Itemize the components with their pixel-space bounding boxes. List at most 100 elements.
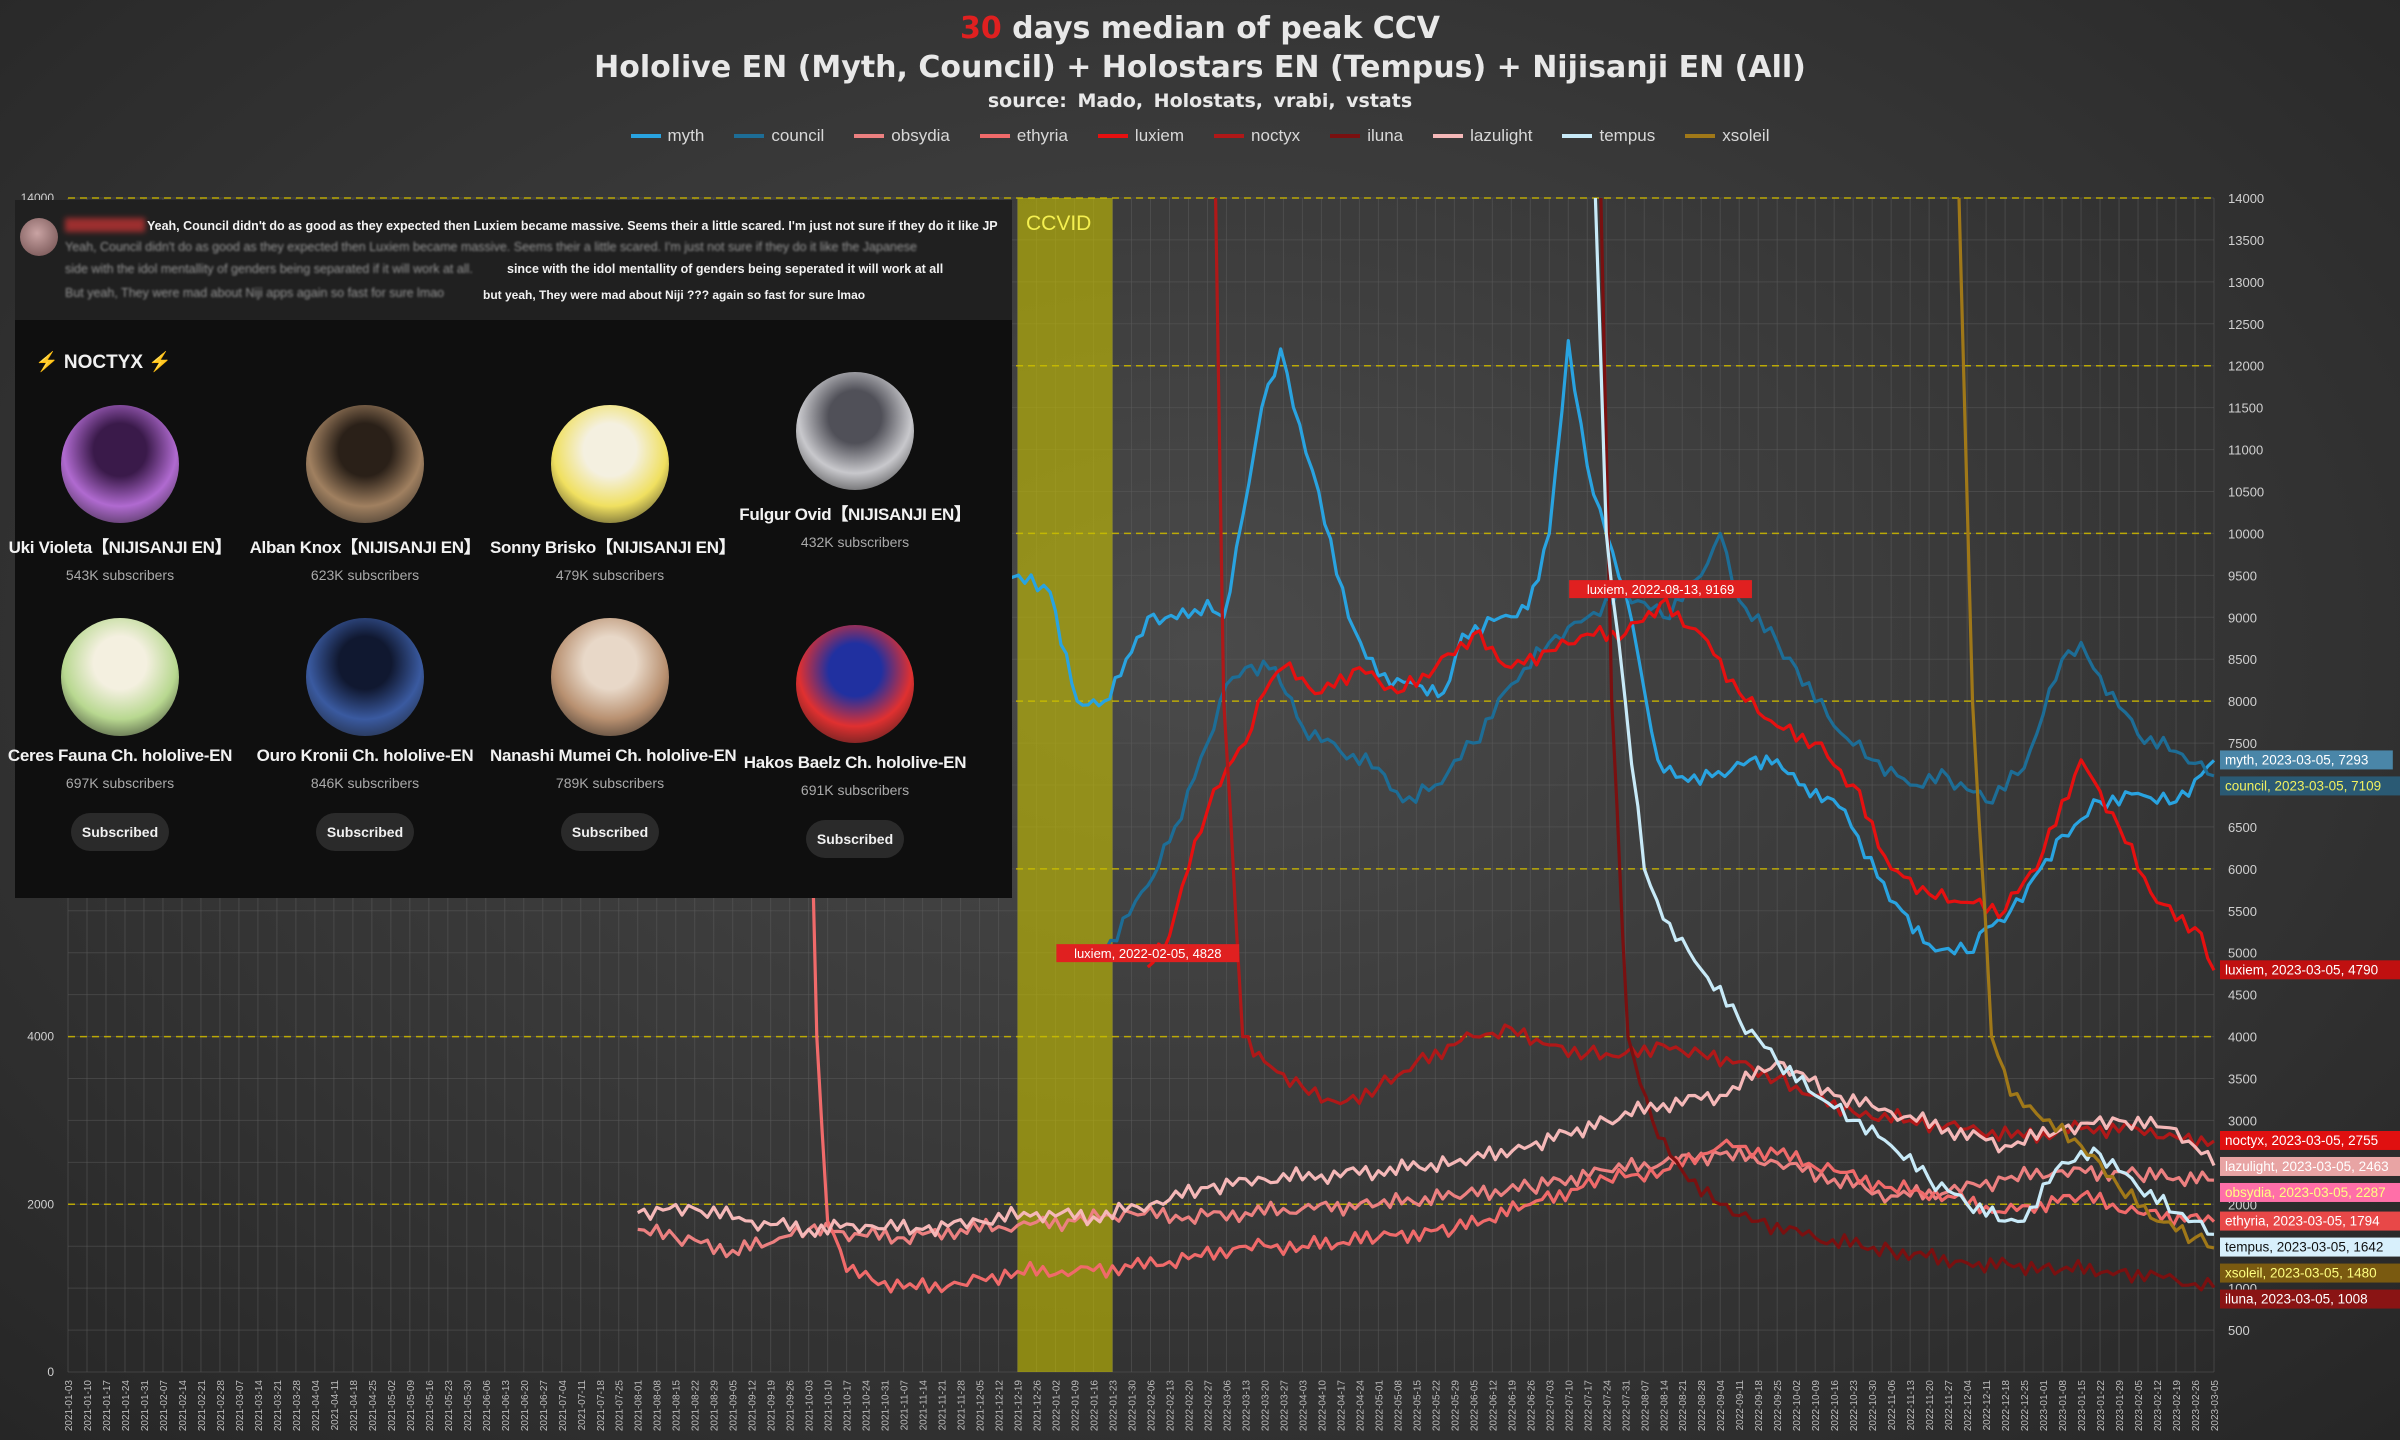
- member-name[interactable]: Nanashi Mumei Ch. hololive-EN: [490, 746, 737, 765]
- member-subscriber-count: 543K subscribers: [65, 567, 175, 583]
- x-tick-label: 2021-07-18: [596, 1380, 607, 1432]
- x-tick-label: 2021-12-19: [1014, 1380, 1025, 1432]
- ccvid-band: [1017, 198, 1113, 1372]
- legend-swatch: [979, 134, 1010, 138]
- annotation-bg: [1056, 944, 1240, 963]
- member-avatar[interactable]: [306, 618, 424, 736]
- member-avatar[interactable]: [61, 618, 179, 736]
- member-avatar[interactable]: [306, 405, 424, 523]
- x-tick-label: 2021-03-14: [254, 1380, 265, 1432]
- x-tick-label: 2022-01-16: [1090, 1380, 1101, 1432]
- subscribed-button[interactable]: Subscribed: [71, 813, 169, 851]
- legend-swatch: [1562, 134, 1593, 138]
- end-label-text: obsydia, 2023-03-05, 2287: [2225, 1185, 2386, 1200]
- group-title: ⚡ NOCTYX ⚡: [35, 352, 173, 373]
- annotation-label: luxiem, 2022-08-13, 9169: [1587, 582, 1734, 597]
- legend-label: tempus: [1599, 126, 1656, 145]
- member-card[interactable]: Ceres Fauna Ch. hololive-EN 697K subscrib…: [0, 618, 240, 851]
- chart-source: source: Mado, Holostats, vrabi, vstats: [987, 90, 1413, 112]
- member-name[interactable]: Fulgur Ovid【NIJISANJI EN】: [739, 505, 971, 524]
- member-avatar[interactable]: [796, 372, 914, 490]
- member-name[interactable]: Ouro Kronii Ch. hololive-EN: [256, 746, 474, 765]
- x-tick-label: 2021-12-12: [995, 1380, 1006, 1432]
- member-card[interactable]: Nanashi Mumei Ch. hololive-EN 789K subscr…: [490, 618, 737, 851]
- x-tick-label: 2022-07-24: [1602, 1380, 1613, 1432]
- y-tick-right: 14000: [2228, 191, 2264, 206]
- x-tick-label: 2023-02-12: [2153, 1380, 2164, 1432]
- x-tick-label: 2023-01-15: [2077, 1380, 2088, 1432]
- end-label: myth, 2023-03-05, 7293: [2220, 750, 2393, 770]
- x-tick-label: 2022-07-17: [1583, 1380, 1594, 1432]
- legend-swatch: [630, 134, 661, 138]
- subscribed-button[interactable]: Subscribed: [561, 813, 659, 851]
- x-tick-label: 2021-03-28: [292, 1380, 303, 1432]
- series-line-noctyx: [1214, 197, 2215, 1150]
- x-tick-label: 2022-09-04: [1716, 1380, 1727, 1432]
- member-card[interactable]: Alban Knox【NIJISANJI EN】 623K subscribers: [245, 405, 485, 583]
- member-card[interactable]: Uki Violeta【NIJISANJI EN】 543K subscriber…: [0, 405, 240, 583]
- legend-swatch: [1433, 134, 1464, 138]
- end-label: xsoleil, 2023-03-05, 1480: [2220, 1263, 2400, 1283]
- end-label-text: iluna, 2023-03-05, 1008: [2225, 1292, 2368, 1307]
- x-tick-label: 2022-08-07: [1640, 1380, 1651, 1432]
- comment-line-1: Yeah, Council didn't do as good as they …: [147, 219, 998, 233]
- member-avatar[interactable]: [796, 625, 914, 743]
- x-tick-label: 2021-06-06: [482, 1380, 493, 1432]
- x-tick-label: 2021-12-05: [976, 1380, 987, 1432]
- end-label: noctyx, 2023-03-05, 2755: [2220, 1130, 2400, 1150]
- legend-item-tempus: tempus: [1562, 126, 1655, 146]
- member-avatar[interactable]: [61, 405, 179, 523]
- x-tick-label: 2021-02-07: [159, 1380, 170, 1432]
- member-name[interactable]: Hakos Baelz Ch. hololive-EN: [743, 753, 967, 772]
- member-card[interactable]: Fulgur Ovid【NIJISANJI EN】 432K subscriber…: [735, 372, 975, 550]
- x-tick-label: 2022-05-22: [1431, 1380, 1442, 1432]
- x-tick-label: 2021-07-11: [577, 1380, 588, 1431]
- x-tick-label: 2022-02-06: [1146, 1380, 1157, 1432]
- member-name[interactable]: Ceres Fauna Ch. hololive-EN: [7, 746, 233, 765]
- end-label: lazulight, 2023-03-05, 2463: [2220, 1156, 2400, 1176]
- x-tick-label: 2021-06-20: [520, 1380, 531, 1432]
- x-tick-label: 2021-04-25: [368, 1380, 379, 1432]
- comment-line-3: but yeah, They were mad about Niji ??? a…: [483, 288, 866, 302]
- x-tick-label: 2022-04-10: [1317, 1380, 1328, 1432]
- x-tick-label: 2022-03-06: [1222, 1380, 1233, 1432]
- end-label-bg: [2220, 1156, 2400, 1176]
- x-tick-label: 2022-09-18: [1754, 1380, 1765, 1432]
- legend-swatch: [854, 134, 885, 138]
- member-card[interactable]: Ouro Kronii Ch. hololive-EN 846K subscrib…: [245, 618, 485, 851]
- x-tick-label: 2023-01-29: [2115, 1380, 2126, 1432]
- member-subscriber-count: 846K subscribers: [310, 775, 420, 791]
- x-tick-label: 2022-12-25: [2020, 1380, 2031, 1432]
- end-label-text: xsoleil, 2023-03-05, 1480: [2225, 1266, 2377, 1281]
- member-name[interactable]: Uki Violeta【NIJISANJI EN】: [8, 538, 232, 557]
- x-tick-label: 2022-09-11: [1735, 1380, 1746, 1431]
- x-tick-label: 2022-10-30: [1868, 1380, 1879, 1432]
- end-label-bg: [2220, 750, 2393, 770]
- member-subscriber-count: 691K subscribers: [800, 782, 910, 798]
- series-line-obsydia: [637, 1146, 2215, 1259]
- x-tick-label: 2021-09-12: [748, 1380, 759, 1432]
- y-tick-right: 3500: [2228, 1072, 2257, 1087]
- member-avatar[interactable]: [551, 405, 669, 523]
- member-name[interactable]: Sonny Brisko【NIJISANJI EN】: [490, 538, 736, 557]
- x-tick-label: 2021-08-29: [710, 1380, 721, 1432]
- subscribed-button[interactable]: Subscribed: [806, 820, 904, 858]
- end-label: obsydia, 2023-03-05, 2287: [2220, 1182, 2400, 1202]
- member-card[interactable]: Sonny Brisko【NIJISANJI EN】 479K subscribe…: [490, 405, 736, 583]
- x-tick-label: 2022-10-16: [1830, 1380, 1841, 1432]
- subscribed-button[interactable]: Subscribed: [316, 813, 414, 851]
- x-tick-label: 2021-08-08: [653, 1380, 664, 1432]
- member-card[interactable]: Hakos Baelz Ch. hololive-EN 691K subscrib…: [735, 625, 975, 858]
- y-tick-right: 6500: [2228, 820, 2257, 835]
- x-tick-label: 2021-11-14: [919, 1380, 930, 1431]
- annotation-label: luxiem, 2022-02-05, 4828: [1074, 946, 1221, 961]
- y-tick-right: 7500: [2228, 736, 2257, 751]
- x-tick-label: 2022-12-11: [1982, 1380, 1993, 1431]
- x-tick-label: 2021-01-24: [121, 1380, 132, 1432]
- member-avatar[interactable]: [551, 618, 669, 736]
- legend: myth council obsydia ethyria luxiem noctyx ilu…: [0, 126, 2400, 146]
- legend-swatch: [734, 134, 765, 138]
- x-tick-label: 2022-05-15: [1412, 1380, 1423, 1432]
- member-name[interactable]: Alban Knox【NIJISANJI EN】: [249, 538, 481, 557]
